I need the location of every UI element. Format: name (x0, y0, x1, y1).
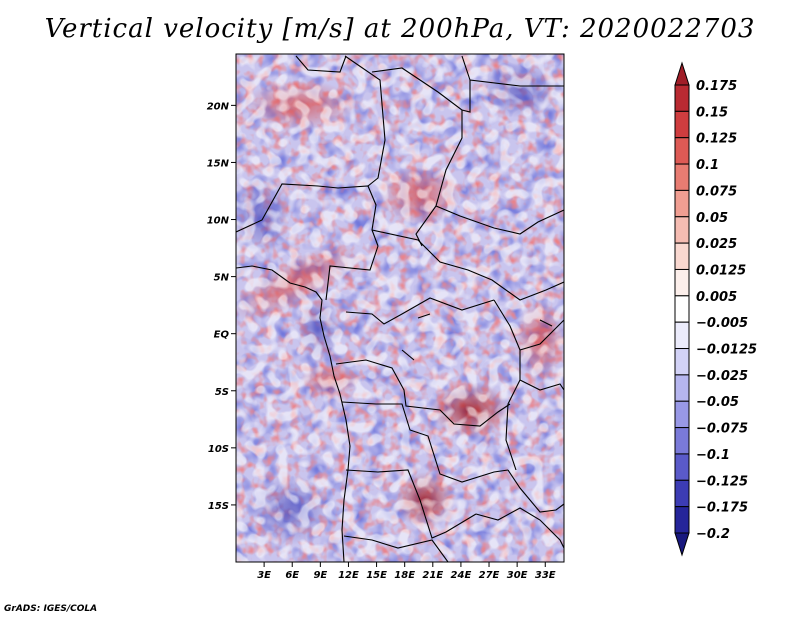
x-tick-label: 6E (285, 570, 299, 581)
colorbar-label: −0.125 (696, 474, 748, 489)
x-tick-label: 27E (479, 570, 500, 581)
colorbar-label: −0.175 (696, 501, 748, 516)
y-axis: 20N 15N 10N 5N EQ 5S 10S 15S (207, 101, 236, 512)
x-tick-label: 33E (535, 570, 556, 581)
colorbar-extend-max (674, 61, 690, 86)
x-axis: 3E 6E 9E 12E 15E 18E 21E 24E 27E 30E 33E (257, 562, 556, 581)
field-contour-lines (236, 54, 564, 562)
colorbar-label: 0.025 (696, 237, 737, 252)
colorbar-label: 0.125 (696, 132, 737, 147)
plot-frame (235, 53, 565, 563)
y-tick-label: 15N (207, 158, 230, 169)
colorbar-segment (674, 242, 690, 270)
colorbar-label: 0.15 (696, 105, 728, 120)
colorbar-segment (674, 163, 690, 191)
y-tick-label: 5N (214, 273, 230, 284)
x-tick-label: 12E (338, 570, 359, 581)
colorbar-label: 0.175 (696, 79, 737, 94)
colorbar-segment (674, 321, 690, 350)
colorbar-segment (674, 427, 690, 455)
colorbar-segment (674, 295, 690, 323)
colorbar-segment (674, 110, 690, 139)
x-tick-label: 3E (257, 570, 271, 581)
colorbar-label: 0.075 (696, 184, 737, 199)
chart-title: Vertical velocity [m/s] at 200hPa, VT: 2… (44, 14, 756, 44)
country-borders (236, 55, 564, 562)
colorbar-label: −0.1 (696, 448, 730, 463)
x-tick-label: 18E (394, 570, 415, 581)
colorbar-label: 0.1 (696, 158, 719, 173)
y-tick-label: 10S (208, 444, 229, 455)
colorbar: 0.175 0.15 0.125 0.1 0.075 0.05 0.025 0.0125 0.0… (674, 61, 757, 557)
colorbar-segment (674, 374, 690, 402)
colorbar-segment (674, 479, 690, 508)
x-tick-label: 15E (366, 570, 387, 581)
colorbar-segment (674, 189, 690, 218)
colorbar-extend-min (674, 532, 690, 557)
y-tick-label: EQ (214, 330, 230, 341)
colorbar-segment (674, 506, 690, 534)
colorbar-label: 0.005 (696, 290, 737, 305)
x-tick-label: 21E (422, 570, 443, 581)
y-tick-label: 10N (207, 216, 230, 227)
colorbar-segment (674, 137, 690, 165)
colorbar-segment (674, 268, 690, 297)
heatmap-field (236, 54, 564, 562)
colorbar-segment (674, 453, 690, 481)
colorbar-label: −0.075 (696, 422, 748, 437)
y-tick-label: 20N (207, 101, 230, 112)
colorbar-label: −0.05 (696, 395, 739, 410)
colorbar-label: 0.05 (696, 211, 728, 226)
x-tick-label: 9E (313, 570, 327, 581)
x-tick-label: 24E (451, 570, 472, 581)
colorbar-segment (674, 216, 690, 244)
colorbar-segment (674, 348, 690, 376)
x-tick-label: 30E (507, 570, 528, 581)
colorbar-label: −0.025 (696, 369, 748, 384)
colorbar-label: −0.2 (696, 527, 730, 542)
colorbar-label: −0.0125 (696, 343, 757, 358)
grads-credit: GrADS: IGES/COLA (4, 604, 98, 614)
colorbar-segment (674, 84, 690, 112)
y-tick-label: 15S (208, 501, 229, 512)
y-tick-label: 5S (215, 387, 229, 398)
colorbar-segment (674, 400, 690, 429)
colorbar-label: 0.0125 (696, 263, 746, 278)
colorbar-label: −0.005 (696, 316, 748, 331)
